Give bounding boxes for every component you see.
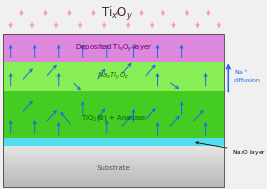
Bar [3, 148, 224, 150]
Bar [3, 152, 224, 154]
Bar [3, 160, 224, 162]
Bar [3, 170, 224, 173]
Bar [3, 177, 224, 179]
Bar [3, 146, 224, 148]
Bar [3, 150, 224, 152]
Bar [3, 185, 224, 187]
Text: Na$_2$O layer: Na$_2$O layer [196, 142, 266, 157]
Text: Ti$_x$O$_y$: Ti$_x$O$_y$ [101, 5, 134, 23]
Bar [3, 164, 224, 166]
Bar [3, 181, 224, 183]
Bar [3, 158, 224, 160]
Bar [3, 138, 224, 146]
Text: TiO$_2$(B) + Anatase: TiO$_2$(B) + Anatase [81, 113, 146, 123]
Bar [3, 173, 224, 175]
Bar [3, 34, 224, 62]
Bar [3, 183, 224, 185]
Bar [3, 34, 224, 187]
Bar [3, 91, 224, 138]
Bar [3, 175, 224, 177]
Bar [3, 166, 224, 168]
Text: Na$_x$Ti$_y$O$_z$: Na$_x$Ti$_y$O$_z$ [97, 71, 129, 82]
Text: Substrate: Substrate [97, 165, 130, 171]
Bar [3, 62, 224, 91]
Bar [3, 154, 224, 156]
Bar [3, 162, 224, 164]
Bar [3, 179, 224, 181]
Bar [3, 156, 224, 158]
Bar [3, 168, 224, 170]
Text: Na$^+$
diffusion: Na$^+$ diffusion [234, 68, 261, 83]
Text: Deposited Ti$_x$O$_y$ layer: Deposited Ti$_x$O$_y$ layer [75, 43, 152, 54]
